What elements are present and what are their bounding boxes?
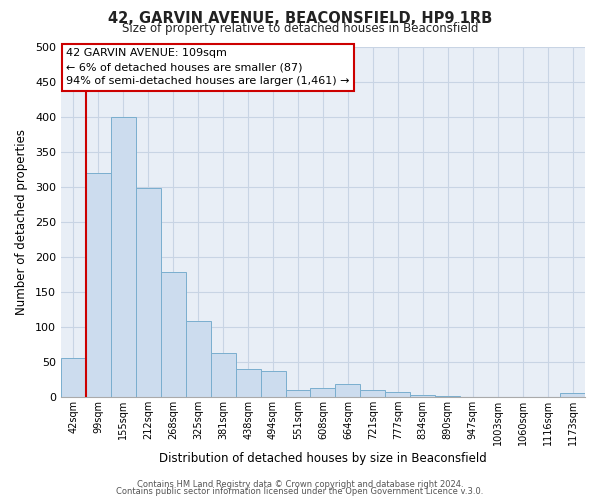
Bar (211, 353, 236, 397)
Text: Contains HM Land Registry data © Crown copyright and database right 2024.: Contains HM Land Registry data © Crown c… (137, 480, 463, 489)
Text: Size of property relative to detached houses in Beaconsfield: Size of property relative to detached ho… (122, 22, 478, 35)
Bar (435, 396, 460, 397)
Bar (86, 172, 111, 397)
Bar (560, 394, 585, 397)
Y-axis label: Number of detached properties: Number of detached properties (15, 128, 28, 314)
Bar (286, 390, 310, 397)
Bar (310, 388, 335, 397)
Bar (385, 392, 410, 397)
Bar (236, 369, 260, 397)
Bar (335, 384, 361, 397)
Bar (410, 395, 435, 397)
Bar (260, 371, 286, 397)
X-axis label: Distribution of detached houses by size in Beaconsfield: Distribution of detached houses by size … (159, 452, 487, 465)
Bar (161, 272, 186, 397)
Bar (361, 390, 385, 397)
Bar (111, 116, 136, 397)
Bar (186, 321, 211, 397)
Bar (61, 358, 86, 397)
Text: 42, GARVIN AVENUE, BEACONSFIELD, HP9 1RB: 42, GARVIN AVENUE, BEACONSFIELD, HP9 1RB (108, 11, 492, 26)
Text: 42 GARVIN AVENUE: 109sqm
← 6% of detached houses are smaller (87)
94% of semi-de: 42 GARVIN AVENUE: 109sqm ← 6% of detache… (66, 48, 350, 86)
Text: Contains public sector information licensed under the Open Government Licence v.: Contains public sector information licen… (116, 487, 484, 496)
Bar (136, 188, 161, 397)
